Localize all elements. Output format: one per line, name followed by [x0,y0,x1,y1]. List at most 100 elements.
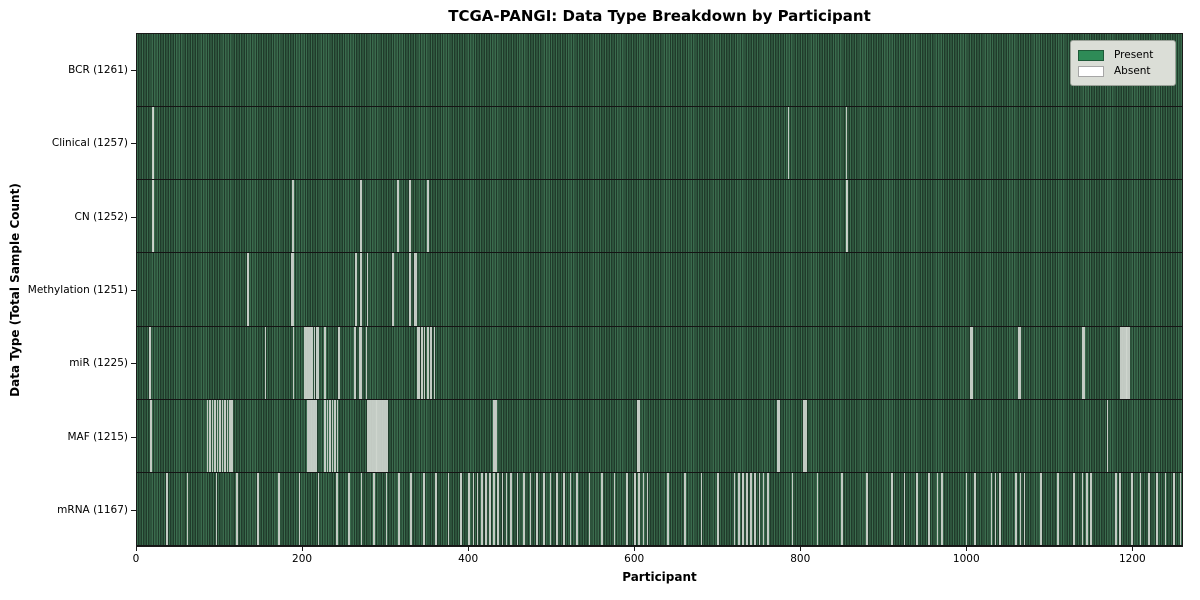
x-tick-label: 1200 [1118,553,1146,565]
legend-item-present: Present [1078,47,1167,63]
absent-stripe [497,472,500,545]
absent-stripe [505,472,508,545]
absent-stripe [309,326,312,399]
y-tick-label-CN: CN (1252) [74,210,128,223]
absent-stripe [472,472,475,545]
absent-stripe [973,472,976,545]
absent-stripe [489,472,491,545]
absent-stripe [211,399,214,472]
absent-stripe [316,326,318,399]
absent-stripe [1015,472,1018,545]
absent-stripe [397,180,399,253]
y-tick-mark [131,290,136,291]
absent-stripe [359,180,362,253]
absent-stripe [186,472,189,545]
absent-stripe [383,399,385,472]
absent-stripe [523,472,525,545]
x-tick-label: 0 [132,553,140,565]
absent-stripe [717,472,719,545]
absent-stripe [221,399,224,472]
absent-stripe [1081,326,1084,399]
absent-stripe [990,472,993,545]
absent-stripe [331,399,334,472]
absent-swatch [1078,65,1104,77]
absent-stripe [447,472,450,545]
absent-stripe [336,399,339,472]
absent-stripe [642,472,645,545]
absent-stripe [791,472,794,545]
absent-stripe [485,472,487,545]
absent-stripe [1124,326,1127,399]
absent-stripe [423,326,426,399]
absent-stripe [638,399,641,472]
absent-stripe [845,107,848,180]
absent-stripe [166,472,168,545]
x-tick-mark [136,547,137,551]
row-band-mRNA [137,472,1182,546]
legend-label-present: Present [1114,49,1154,61]
absent-stripe [360,472,363,545]
absent-stripe [277,472,280,545]
absent-stripe [741,472,744,545]
absent-stripe [1148,472,1150,545]
absent-stripe [324,326,326,399]
x-tick-mark [468,547,470,551]
absent-stripe [562,472,565,545]
absent-stripe [543,472,545,545]
absent-stripe [940,472,943,545]
absent-stripe [1056,472,1059,545]
absent-stripe [758,472,761,545]
absent-stripe [846,180,849,253]
absent-stripe [625,472,628,545]
absent-stripe [1040,472,1042,545]
absent-stripe [536,472,539,545]
absent-stripe [366,399,369,472]
absent-stripe [430,326,433,399]
x-tick-label: 800 [790,553,811,565]
absent-stripe [257,472,259,545]
absent-stripe [226,399,229,472]
absent-stripe [766,472,769,545]
absent-stripe [576,472,578,545]
absent-stripe [310,399,312,472]
absent-stripe [700,472,703,545]
absent-stripe [379,399,382,472]
x-tick-label: 600 [624,553,645,565]
absent-stripe [493,399,496,472]
absent-stripe [306,326,309,399]
y-tick-mark [131,69,136,71]
absent-stripe [334,399,336,472]
absent-stripe [529,472,532,545]
absent-stripe [509,472,512,545]
y-tick-label-miR: miR (1225) [69,357,128,370]
absent-stripe [601,472,603,545]
y-tick-label-mRNA: mRNA (1167) [57,504,128,517]
absent-stripe [1172,472,1175,545]
absent-stripe [1156,472,1158,545]
x-tick-mark [800,547,802,551]
absent-stripe [415,253,418,326]
absent-stripe [313,326,316,399]
absent-stripe [329,399,331,472]
absent-stripe [247,253,249,326]
absent-stripe [417,326,419,399]
absent-stripe [311,399,314,472]
x-tick-mark [1132,547,1134,551]
absent-stripe [493,472,496,545]
absent-stripe [435,472,438,545]
absent-stripe [313,399,316,472]
absent-stripe [1119,472,1121,545]
absent-stripe [971,326,974,399]
row-band-MAF [137,399,1182,473]
absent-stripe [1164,472,1167,545]
absent-stripe [495,399,497,472]
absent-stripe [683,472,686,545]
absent-stripe [305,326,307,399]
absent-stripe [303,326,306,399]
absent-stripe [866,472,868,545]
x-tick-label: 400 [458,553,479,565]
absent-stripe [998,472,1001,545]
absent-stripe [291,253,293,326]
absent-stripe [371,399,374,472]
